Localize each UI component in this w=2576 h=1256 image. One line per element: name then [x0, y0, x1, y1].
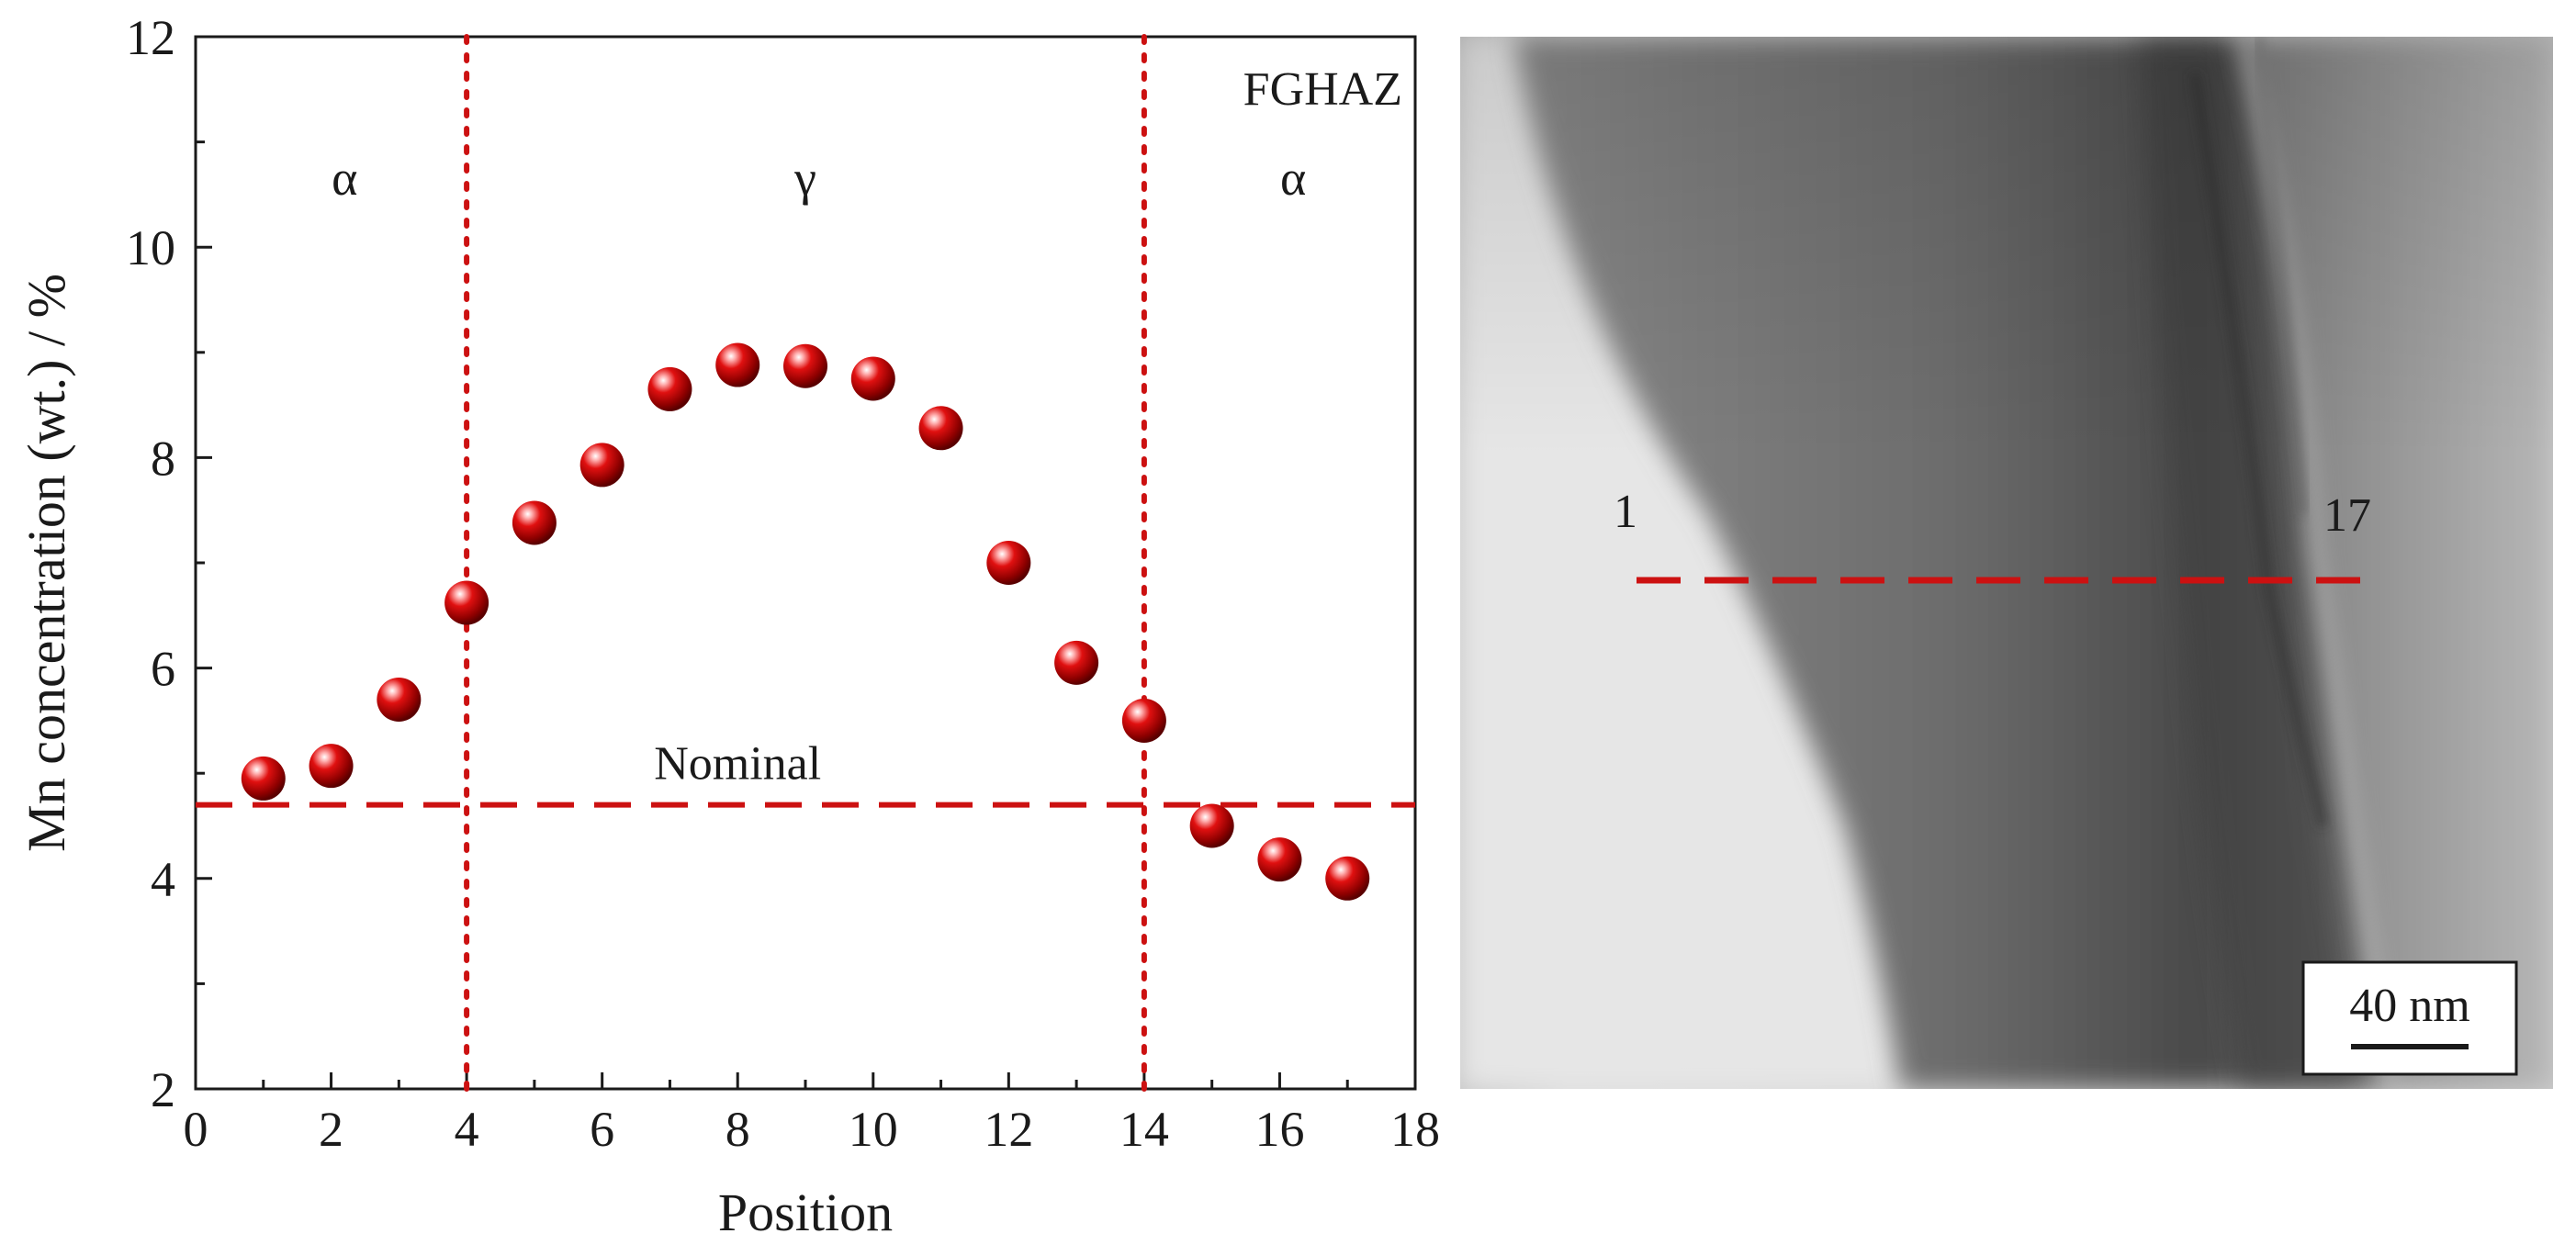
data-point	[1121, 698, 1166, 743]
data-point	[1257, 837, 1302, 882]
nominal-label: Nominal	[654, 738, 821, 791]
y-tick-label: 12	[126, 10, 175, 65]
y-axis-ticks: 2 4 6 8 10 12	[126, 10, 212, 1117]
data-point	[1325, 856, 1370, 901]
y-tick-label: 10	[126, 220, 175, 275]
data-point	[647, 366, 692, 411]
y-tick-label: 8	[151, 431, 175, 486]
tem-micrograph: 1 17 40 nm	[1460, 37, 2553, 1089]
data-point	[715, 342, 760, 387]
x-tick-label: 12	[984, 1102, 1033, 1157]
x-axis-title: Position	[718, 1183, 893, 1242]
top-shading	[1460, 37, 2553, 1089]
x-tick-label: 8	[726, 1102, 750, 1157]
line-scan-end-label: 17	[2323, 489, 2371, 542]
x-axis-ticks: 0 2 4 6 8 10 12 14 16 18	[184, 1072, 1440, 1157]
y-tick-label: 2	[151, 1062, 175, 1117]
data-point	[579, 443, 624, 488]
x-tick-label: 16	[1254, 1102, 1304, 1157]
phase-region-label: α	[1280, 151, 1306, 206]
data-point	[444, 580, 489, 625]
x-tick-label: 2	[319, 1102, 343, 1157]
x-tick-label: 14	[1119, 1102, 1169, 1157]
data-point	[1054, 640, 1099, 685]
chart-annotations: α γ α FGHAZ	[332, 63, 1402, 206]
y-tick-label: 4	[151, 852, 175, 907]
zone-label: FGHAZ	[1243, 63, 1402, 116]
x-tick-label: 0	[184, 1102, 208, 1157]
data-point	[1189, 803, 1234, 848]
data-point	[309, 744, 354, 789]
data-point	[512, 500, 557, 545]
phase-region-label: γ	[793, 151, 816, 206]
x-tick-label: 4	[455, 1102, 479, 1157]
data-point	[377, 677, 422, 722]
y-axis-title: Mn concentration (wt.) / %	[17, 274, 76, 852]
data-point	[918, 406, 963, 451]
data-point	[986, 541, 1031, 585]
line-scan-start-label: 1	[1614, 486, 1637, 538]
phase-region-label: α	[332, 151, 357, 206]
scale-bar-box	[2301, 960, 2518, 1076]
data-point	[850, 356, 895, 401]
x-tick-label: 6	[590, 1102, 614, 1157]
scale-bar-label: 40 nm	[2349, 980, 2469, 1032]
data-points	[241, 342, 1370, 901]
x-tick-label: 18	[1390, 1102, 1440, 1157]
data-point	[783, 343, 827, 388]
x-tick-label: 10	[849, 1102, 898, 1157]
reference-lines: Nominal	[196, 34, 1415, 1092]
y-tick-label: 6	[151, 642, 175, 697]
data-point	[241, 756, 286, 801]
